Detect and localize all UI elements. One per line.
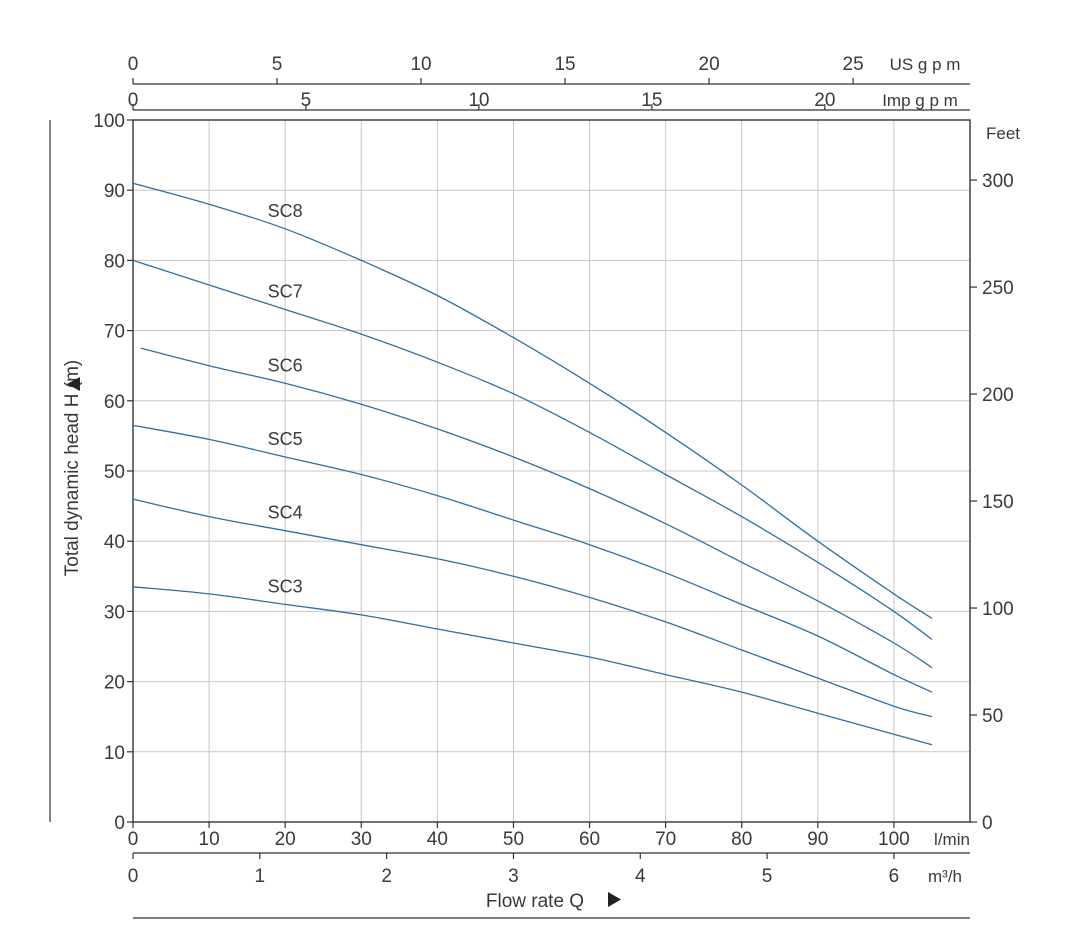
y-tick-label: 10	[104, 743, 125, 764]
usgpm-unit-label: US g p m	[890, 55, 961, 74]
m3h-tick-label: 2	[381, 866, 392, 887]
curve-sc3	[132, 586, 933, 746]
usgpm-tick-label: 10	[410, 54, 431, 75]
x-axis-title: Flow rate Q	[486, 891, 584, 912]
x-axis-arrow-icon	[608, 892, 621, 907]
impgpm-tick-label: 20	[814, 90, 835, 111]
m3h-unit-label: m³/h	[928, 867, 962, 886]
feet-tick-label: 150	[982, 492, 1014, 513]
y-tick-label: 50	[104, 462, 125, 483]
m3h-tick-label: 1	[255, 866, 266, 887]
usgpm-tick-label: 25	[843, 54, 864, 75]
auxiliary-axes	[127, 78, 977, 859]
impgpm-tick-label: 5	[301, 90, 312, 111]
x-tick-label: 90	[807, 829, 828, 850]
feet-tick-label: 300	[982, 171, 1014, 192]
impgpm-tick-label: 15	[641, 90, 662, 111]
y-axis-title: Total dynamic head H (m)	[62, 360, 83, 576]
feet-tick-label: 250	[982, 278, 1014, 299]
curve-sc6	[140, 347, 933, 669]
curve-sc4	[132, 498, 933, 718]
usgpm-tick-label: 15	[554, 54, 575, 75]
y-tick-label: 80	[104, 251, 125, 272]
usgpm-tick-label: 5	[272, 54, 283, 75]
x-tick-label: 20	[275, 829, 296, 850]
x-tick-label: 60	[579, 829, 600, 850]
x-tick-label: 80	[731, 829, 752, 850]
y-tick-label: 70	[104, 322, 125, 343]
x-tick-label: 10	[199, 829, 220, 850]
curve-label-sc3: SC3	[268, 576, 303, 596]
x-unit-label: l/min	[934, 830, 970, 849]
m3h-tick-label: 0	[128, 866, 139, 887]
y-tick-label: 0	[114, 813, 125, 834]
curve-sc7	[132, 259, 933, 641]
m3h-tick-label: 4	[635, 866, 646, 887]
curve-label-sc4: SC4	[268, 503, 303, 523]
curve-label-sc6: SC6	[268, 355, 303, 375]
y-tick-label: 60	[104, 392, 125, 413]
m3h-tick-label: 3	[508, 866, 519, 887]
y-tick-label: 100	[93, 111, 125, 132]
curve-label-sc7: SC7	[268, 282, 303, 302]
curve-label-sc8: SC8	[268, 201, 303, 221]
m3h-tick-label: 5	[762, 866, 773, 887]
feet-tick-label: 50	[982, 706, 1003, 727]
impgpm-tick-label: 10	[468, 90, 489, 111]
x-tick-label: 40	[427, 829, 448, 850]
feet-tick-label: 100	[982, 599, 1014, 620]
y-tick-label: 40	[104, 532, 125, 553]
usgpm-tick-label: 20	[699, 54, 720, 75]
impgpm-tick-label: 0	[128, 90, 139, 111]
feet-tick-label: 0	[982, 813, 993, 834]
x-tick-label: 70	[655, 829, 676, 850]
curve-sc8	[132, 182, 933, 619]
x-tick-label: 30	[351, 829, 372, 850]
x-tick-label: 100	[878, 829, 910, 850]
y-tick-label: 90	[104, 181, 125, 202]
curve-label-sc5: SC5	[268, 429, 303, 449]
y-tick-label: 30	[104, 602, 125, 623]
impgpm-unit-label: Imp g p m	[882, 91, 958, 110]
axis-labels: 0 10 20 30 40 50 60 70 80 90 100 l/min0102030405060…	[93, 54, 1020, 887]
m3h-tick-label: 6	[889, 866, 900, 887]
y-axis-arrow-icon	[67, 377, 80, 391]
x-tick-label: 50	[503, 829, 524, 850]
curve-series	[132, 182, 933, 746]
usgpm-tick-label: 0	[128, 54, 139, 75]
curve-sc5	[132, 424, 933, 693]
grid-lines	[133, 120, 970, 822]
x-tick-label: 0	[128, 829, 139, 850]
y-tick-label: 20	[104, 673, 125, 694]
feet-unit-label: Feet	[986, 124, 1020, 143]
feet-tick-label: 200	[982, 385, 1014, 406]
